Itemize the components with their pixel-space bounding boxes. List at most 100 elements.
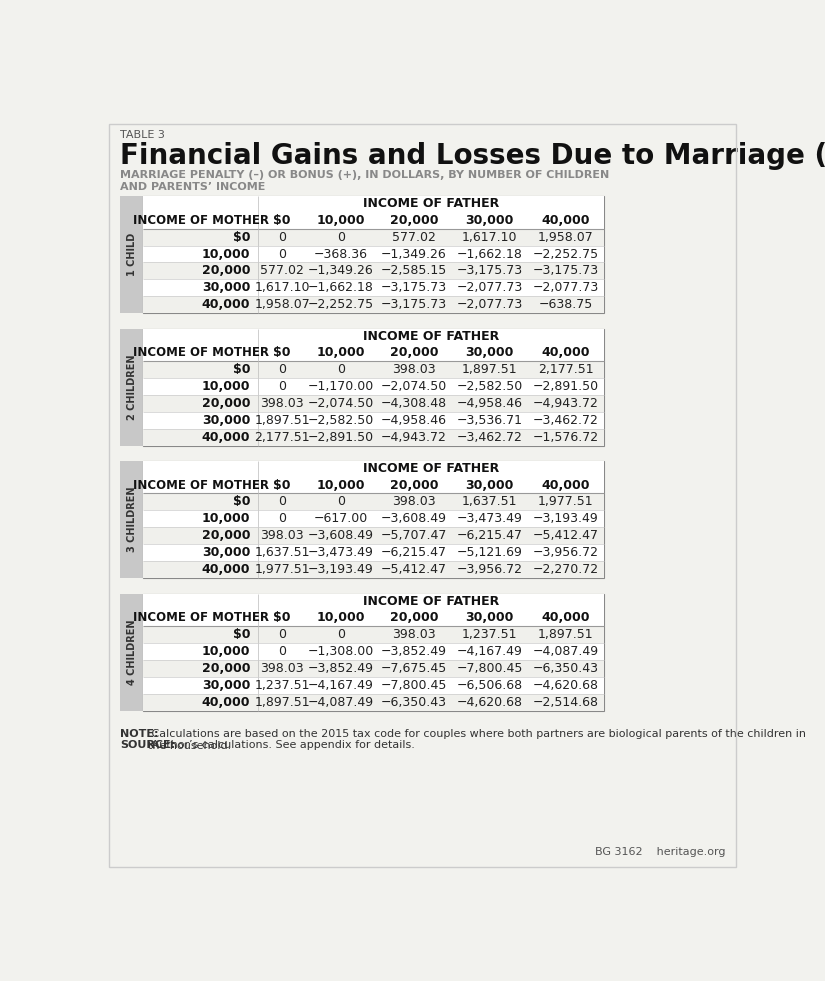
Bar [144, 461, 604, 477]
Text: 0: 0 [278, 645, 286, 658]
Text: 1,637.51: 1,637.51 [254, 546, 310, 559]
Text: −3,193.49: −3,193.49 [309, 563, 374, 576]
Text: −3,175.73: −3,175.73 [457, 265, 523, 278]
Bar [144, 461, 604, 578]
Text: −6,506.68: −6,506.68 [457, 679, 523, 692]
Text: 398.03: 398.03 [261, 662, 304, 675]
Text: 398.03: 398.03 [392, 495, 436, 508]
Bar [144, 329, 604, 445]
Text: Financial Gains and Losses Due to Marriage (Dollars): Financial Gains and Losses Due to Marria… [120, 142, 825, 171]
Text: −3,852.49: −3,852.49 [381, 645, 447, 658]
Text: −4,958.46: −4,958.46 [381, 414, 447, 427]
Text: 1,897.51: 1,897.51 [254, 696, 310, 708]
Text: −3,175.73: −3,175.73 [381, 282, 447, 294]
Text: $0: $0 [273, 346, 291, 359]
Text: 0: 0 [278, 363, 286, 376]
Text: 1,897.51: 1,897.51 [254, 414, 310, 427]
Text: −1,308.00: −1,308.00 [308, 645, 375, 658]
Text: −7,800.45: −7,800.45 [380, 679, 447, 692]
Text: −6,350.43: −6,350.43 [533, 662, 599, 675]
Bar [120, 594, 144, 710]
Text: −4,308.48: −4,308.48 [381, 397, 447, 410]
Text: INCOME OF MOTHER: INCOME OF MOTHER [133, 346, 269, 359]
Text: −5,707.47: −5,707.47 [380, 530, 447, 542]
Text: NOTE:: NOTE: [120, 729, 158, 739]
Text: 40,000: 40,000 [202, 431, 250, 443]
Text: 40,000: 40,000 [202, 563, 250, 576]
Text: −2,891.50: −2,891.50 [308, 431, 374, 443]
Text: −1,576.72: −1,576.72 [533, 431, 599, 443]
Text: 398.03: 398.03 [392, 363, 436, 376]
Text: 40,000: 40,000 [541, 611, 590, 624]
Bar [144, 510, 604, 528]
Bar [144, 296, 604, 313]
Bar [120, 461, 144, 578]
Text: −3,175.73: −3,175.73 [533, 265, 599, 278]
Text: 1,958.07: 1,958.07 [538, 231, 594, 243]
Text: 20,000: 20,000 [389, 479, 438, 491]
Bar [144, 694, 604, 710]
Text: 40,000: 40,000 [541, 214, 590, 227]
Bar [144, 212, 604, 229]
Bar [144, 626, 604, 643]
Text: 20,000: 20,000 [202, 397, 250, 410]
Bar [144, 609, 604, 626]
Text: −1,662.18: −1,662.18 [457, 247, 523, 261]
Text: 1 CHILD: 1 CHILD [127, 233, 137, 277]
Text: 398.03: 398.03 [261, 397, 304, 410]
Text: $0: $0 [233, 628, 250, 641]
Text: 0: 0 [337, 231, 345, 243]
Text: −638.75: −638.75 [539, 298, 593, 311]
Text: TABLE 3: TABLE 3 [120, 130, 165, 140]
Text: −2,252.75: −2,252.75 [308, 298, 374, 311]
Bar [120, 329, 144, 445]
Text: −5,412.47: −5,412.47 [533, 530, 599, 542]
Text: −2,582.50: −2,582.50 [308, 414, 375, 427]
Text: 1,897.51: 1,897.51 [538, 628, 594, 641]
Text: 398.03: 398.03 [261, 530, 304, 542]
Bar [144, 594, 604, 609]
Text: 1,237.51: 1,237.51 [462, 628, 517, 641]
Text: −3,462.72: −3,462.72 [533, 414, 599, 427]
Text: 30,000: 30,000 [202, 282, 250, 294]
Text: −3,536.71: −3,536.71 [457, 414, 523, 427]
Text: −5,121.69: −5,121.69 [457, 546, 523, 559]
Text: −3,608.49: −3,608.49 [308, 530, 374, 542]
Text: 4 CHILDREN: 4 CHILDREN [127, 619, 137, 685]
Text: 10,000: 10,000 [317, 479, 365, 491]
Text: 40,000: 40,000 [202, 298, 250, 311]
Text: 0: 0 [337, 495, 345, 508]
Text: 10,000: 10,000 [202, 645, 250, 658]
Text: 30,000: 30,000 [465, 479, 514, 491]
Text: −368.36: −368.36 [314, 247, 368, 261]
Text: 20,000: 20,000 [389, 214, 438, 227]
Text: −3,473.49: −3,473.49 [308, 546, 374, 559]
Text: −3,956.72: −3,956.72 [533, 546, 599, 559]
Text: 40,000: 40,000 [541, 479, 590, 491]
Text: Author’s calculations. See appendix for details.: Author’s calculations. See appendix for … [148, 740, 415, 749]
Text: 1,617.10: 1,617.10 [254, 282, 310, 294]
Text: 30,000: 30,000 [202, 546, 250, 559]
Text: 20,000: 20,000 [389, 611, 438, 624]
Text: −4,087.49: −4,087.49 [533, 645, 599, 658]
Bar [144, 412, 604, 429]
Text: −2,585.15: −2,585.15 [381, 265, 447, 278]
Text: −1,349.26: −1,349.26 [381, 247, 447, 261]
Text: Calculations are based on the 2015 tax code for couples where both partners are : Calculations are based on the 2015 tax c… [148, 729, 806, 750]
Text: −7,800.45: −7,800.45 [457, 662, 523, 675]
Bar [144, 344, 604, 361]
Text: −2,077.73: −2,077.73 [457, 282, 523, 294]
Text: 398.03: 398.03 [392, 628, 436, 641]
Text: −2,891.50: −2,891.50 [533, 380, 599, 393]
Bar [144, 660, 604, 677]
Text: 1,958.07: 1,958.07 [254, 298, 310, 311]
Text: −4,943.72: −4,943.72 [381, 431, 447, 443]
Bar [144, 196, 604, 313]
Bar [144, 493, 604, 510]
Text: 0: 0 [278, 231, 286, 243]
Text: 0: 0 [278, 628, 286, 641]
Text: SOURCE:: SOURCE: [120, 740, 175, 749]
Text: 0: 0 [278, 380, 286, 393]
Text: 1,637.51: 1,637.51 [462, 495, 517, 508]
Text: 10,000: 10,000 [202, 247, 250, 261]
